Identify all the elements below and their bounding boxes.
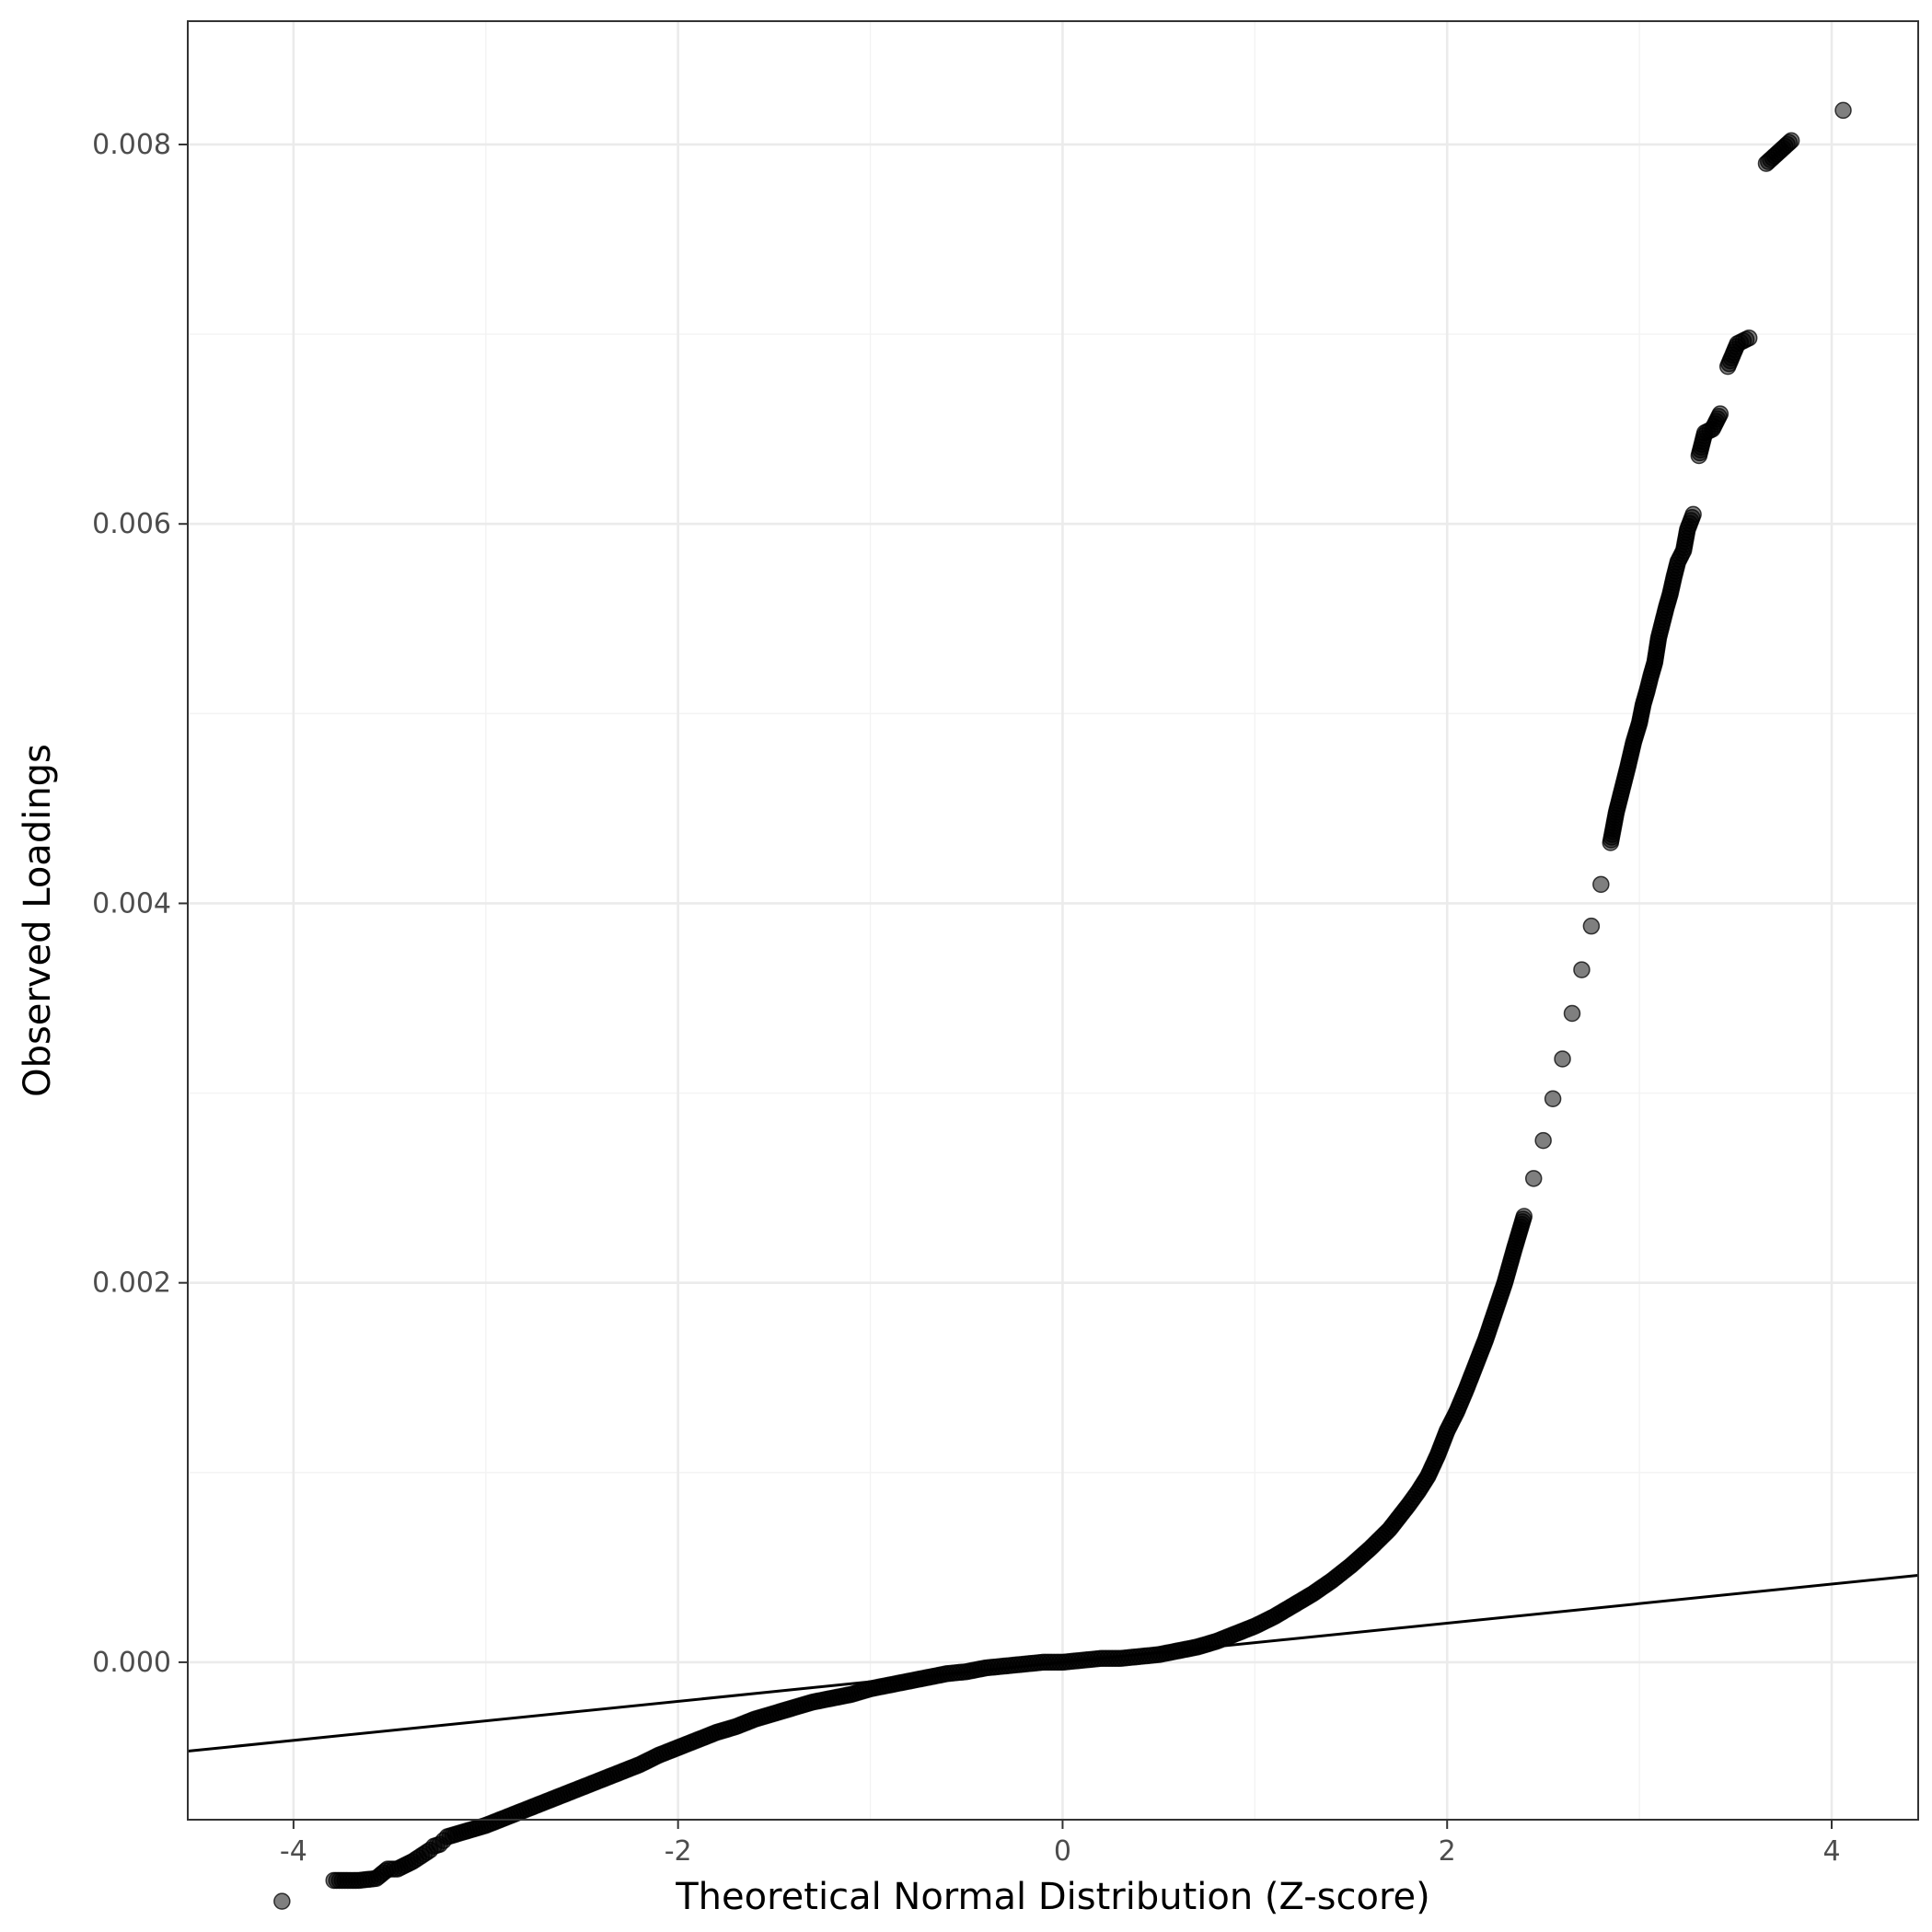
x-axis-title: Theoretical Normal Distribution (Z-score…	[675, 1876, 1430, 1918]
gridlines	[188, 21, 1918, 1820]
data-point	[1563, 1004, 1581, 1023]
x-tick-label: 4	[1822, 1835, 1840, 1868]
data-point	[1524, 1170, 1543, 1187]
y-axis-title: Observed Loadings	[17, 744, 59, 1097]
x-tick-label: -4	[280, 1835, 307, 1868]
data-point	[1740, 329, 1758, 347]
x-tick-label: 0	[1054, 1835, 1071, 1868]
data-point	[1582, 917, 1601, 935]
data-points	[273, 101, 1852, 1910]
y-tick-label: 0.006	[92, 508, 171, 540]
x-tick-label: 2	[1439, 1835, 1456, 1868]
x-tick-label: -2	[665, 1835, 692, 1868]
panel-border	[187, 20, 1919, 1821]
y-axis: 0.000 0.002 0.004 0.006 0.008	[92, 129, 188, 1679]
data-point	[1834, 101, 1852, 120]
data-point	[1573, 961, 1591, 978]
data-point	[273, 1892, 291, 1910]
x-axis: -4 -2 0 2 4	[280, 1820, 1841, 1868]
data-point	[1684, 505, 1702, 524]
data-point	[1544, 1090, 1562, 1108]
data-point	[1711, 405, 1730, 422]
data-point	[1554, 1050, 1571, 1068]
data-point	[1592, 875, 1610, 894]
data-point	[1534, 1131, 1552, 1150]
data-point	[1782, 132, 1800, 150]
y-tick-label: 0.002	[92, 1267, 171, 1300]
y-tick-label: 0.004	[92, 887, 171, 920]
data-point	[1515, 1208, 1533, 1225]
y-tick-label: 0.000	[92, 1647, 171, 1679]
y-tick-label: 0.008	[92, 129, 171, 161]
